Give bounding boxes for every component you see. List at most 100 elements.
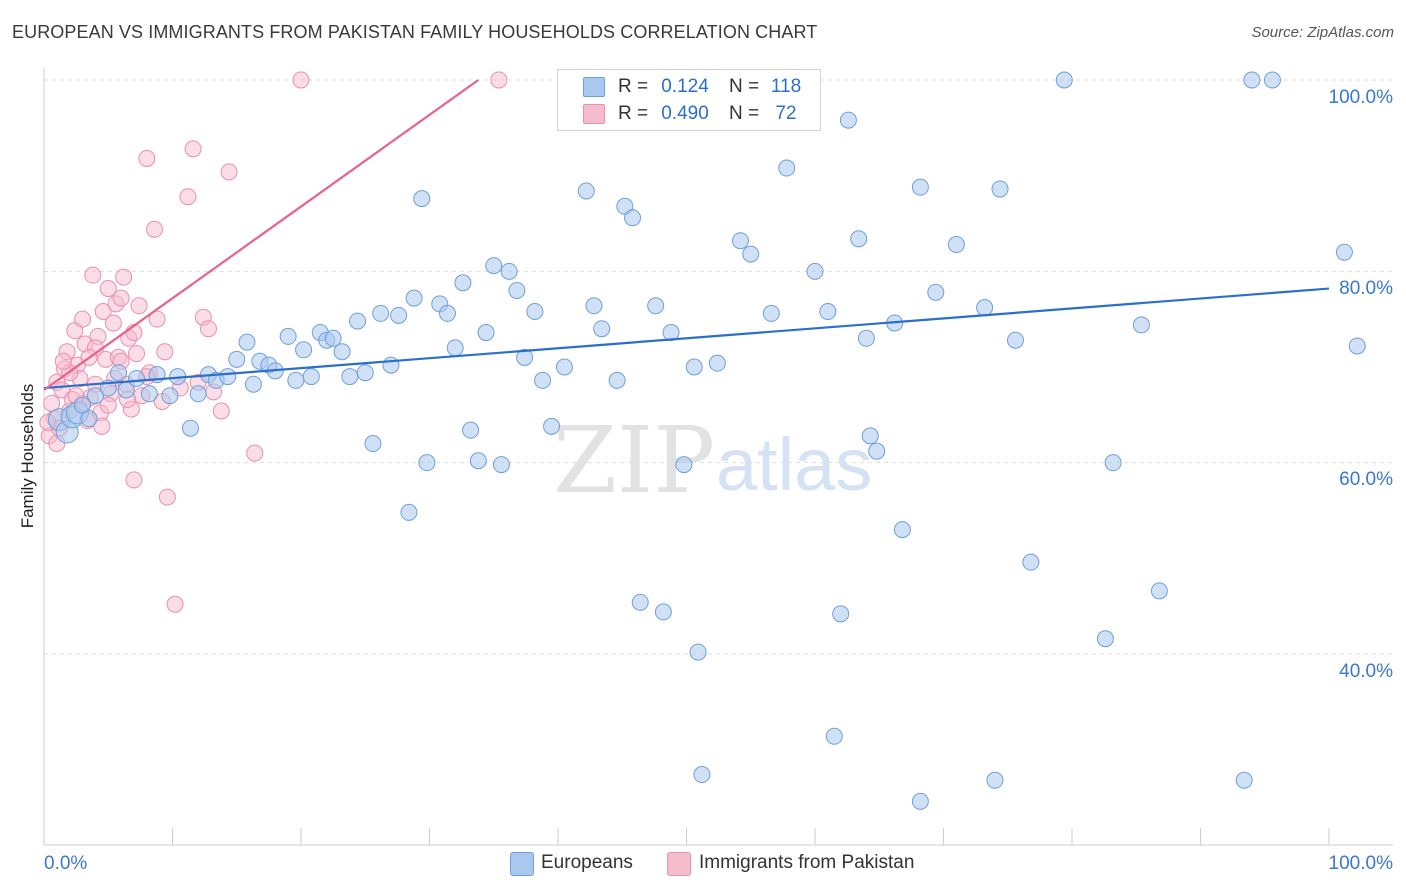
y-tick-label-80: 80.0% [1339, 278, 1393, 299]
europeans-point [438, 304, 456, 322]
europeans-point [976, 299, 994, 317]
europeans-point [654, 603, 672, 621]
europeans-point [413, 190, 431, 208]
europeans-point [991, 180, 1009, 198]
europeans-point [238, 333, 256, 351]
europeans-trendline [43, 287, 1330, 390]
europeans-point [302, 368, 320, 386]
europeans-point [850, 230, 868, 248]
zipatlas-watermark: ZIP atlas [553, 407, 872, 514]
pakistan-point [166, 595, 184, 613]
europeans-point [839, 111, 857, 129]
pakistan-point [490, 71, 508, 89]
axes [43, 68, 1393, 846]
europeans-point [742, 245, 760, 263]
europeans-point [462, 421, 480, 439]
pakistan-point [199, 320, 217, 338]
pakistan-r-value: 0.490 [661, 103, 709, 124]
europeans-point [819, 303, 837, 321]
europeans-point [244, 375, 262, 393]
europeans-point [555, 358, 573, 376]
pakistan-point [94, 303, 112, 321]
europeans-point [228, 350, 246, 368]
europeans-point [911, 178, 929, 196]
europeans-point [356, 364, 374, 382]
pakistan-point [184, 140, 202, 158]
legend-row-europeans: R = 0.124 N = 118 [558, 74, 820, 100]
pakistan-point [99, 280, 117, 298]
europeans-point [446, 339, 464, 357]
europeans-legend-swatch [510, 852, 534, 876]
tick-labels: 40.0% 60.0% 80.0% 100.0% 0.0% 100.0% [44, 87, 1393, 874]
europeans-r-value: 0.124 [661, 76, 709, 97]
europeans-point [832, 605, 850, 623]
europeans-point [1243, 71, 1261, 89]
pakistan-point [99, 396, 117, 414]
correlation-legend: R = 0.124 N = 118 R = 0.490 N = 72 [557, 69, 821, 131]
pakistan-point [93, 417, 111, 435]
europeans-point [624, 209, 642, 227]
pakistan-trendline [43, 79, 479, 391]
pakistan-point [146, 220, 164, 238]
europeans-point [947, 236, 965, 254]
europeans-point [1022, 553, 1040, 571]
y-tick-label-100: 100.0% [1329, 87, 1394, 108]
europeans-point [762, 304, 780, 322]
europeans-point [675, 456, 693, 474]
europeans-point [1335, 243, 1353, 261]
watermark-atlas: atlas [716, 423, 872, 506]
europeans-point [364, 435, 382, 453]
europeans-point [349, 312, 367, 330]
y-tick-label-60: 60.0% [1339, 469, 1393, 490]
europeans-point [418, 454, 436, 472]
europeans-point [1132, 316, 1150, 334]
pakistan-point [54, 352, 72, 370]
europeans-point [1263, 71, 1281, 89]
europeans-point [189, 385, 207, 403]
europeans-point [1055, 71, 1073, 89]
pakistan-point [138, 149, 156, 167]
europeans-point [516, 348, 534, 366]
source-label: Source: ZipAtlas.com [1251, 24, 1394, 41]
europeans-point [1348, 337, 1366, 355]
europeans-point [324, 329, 342, 347]
legend-r-label: R = [618, 103, 649, 124]
europeans-point [341, 368, 359, 386]
europeans-point [689, 643, 707, 661]
europeans-point [372, 304, 390, 322]
europeans-point [219, 368, 237, 386]
europeans-point [526, 303, 544, 321]
europeans-point [500, 262, 518, 280]
pakistan-point [148, 310, 166, 328]
europeans-swatch [583, 77, 605, 97]
pakistan-point [212, 402, 230, 420]
europeans-point [295, 341, 313, 359]
pakistan-point [179, 188, 197, 206]
pakistan-point [112, 289, 130, 307]
europeans-point [382, 356, 400, 374]
europeans-point [1096, 630, 1114, 648]
europeans-point [287, 371, 305, 389]
y-axis-label: Family Households [18, 383, 37, 529]
pakistan-point [156, 343, 174, 361]
europeans-point [806, 262, 824, 280]
legend-n-label: N = [729, 103, 760, 124]
europeans-point [543, 417, 561, 435]
europeans-point [986, 771, 1004, 789]
europeans-point [927, 283, 945, 301]
pakistan-n-value: 72 [775, 103, 797, 124]
europeans-point [333, 343, 351, 361]
europeans-point [181, 419, 199, 437]
europeans-point [1235, 771, 1253, 789]
europeans-point [857, 329, 875, 347]
pakistan-point [130, 297, 148, 315]
europeans-legend-label: Europeans [541, 852, 633, 873]
europeans-point [477, 324, 495, 342]
europeans-point [731, 232, 749, 250]
europeans-point [708, 354, 726, 372]
europeans-point [861, 427, 879, 445]
pakistan-legend-label: Immigrants from Pakistan [699, 852, 915, 873]
y-tick-label-40: 40.0% [1339, 661, 1393, 682]
europeans-n-value: 118 [770, 76, 802, 97]
pakistan-series [39, 71, 508, 613]
